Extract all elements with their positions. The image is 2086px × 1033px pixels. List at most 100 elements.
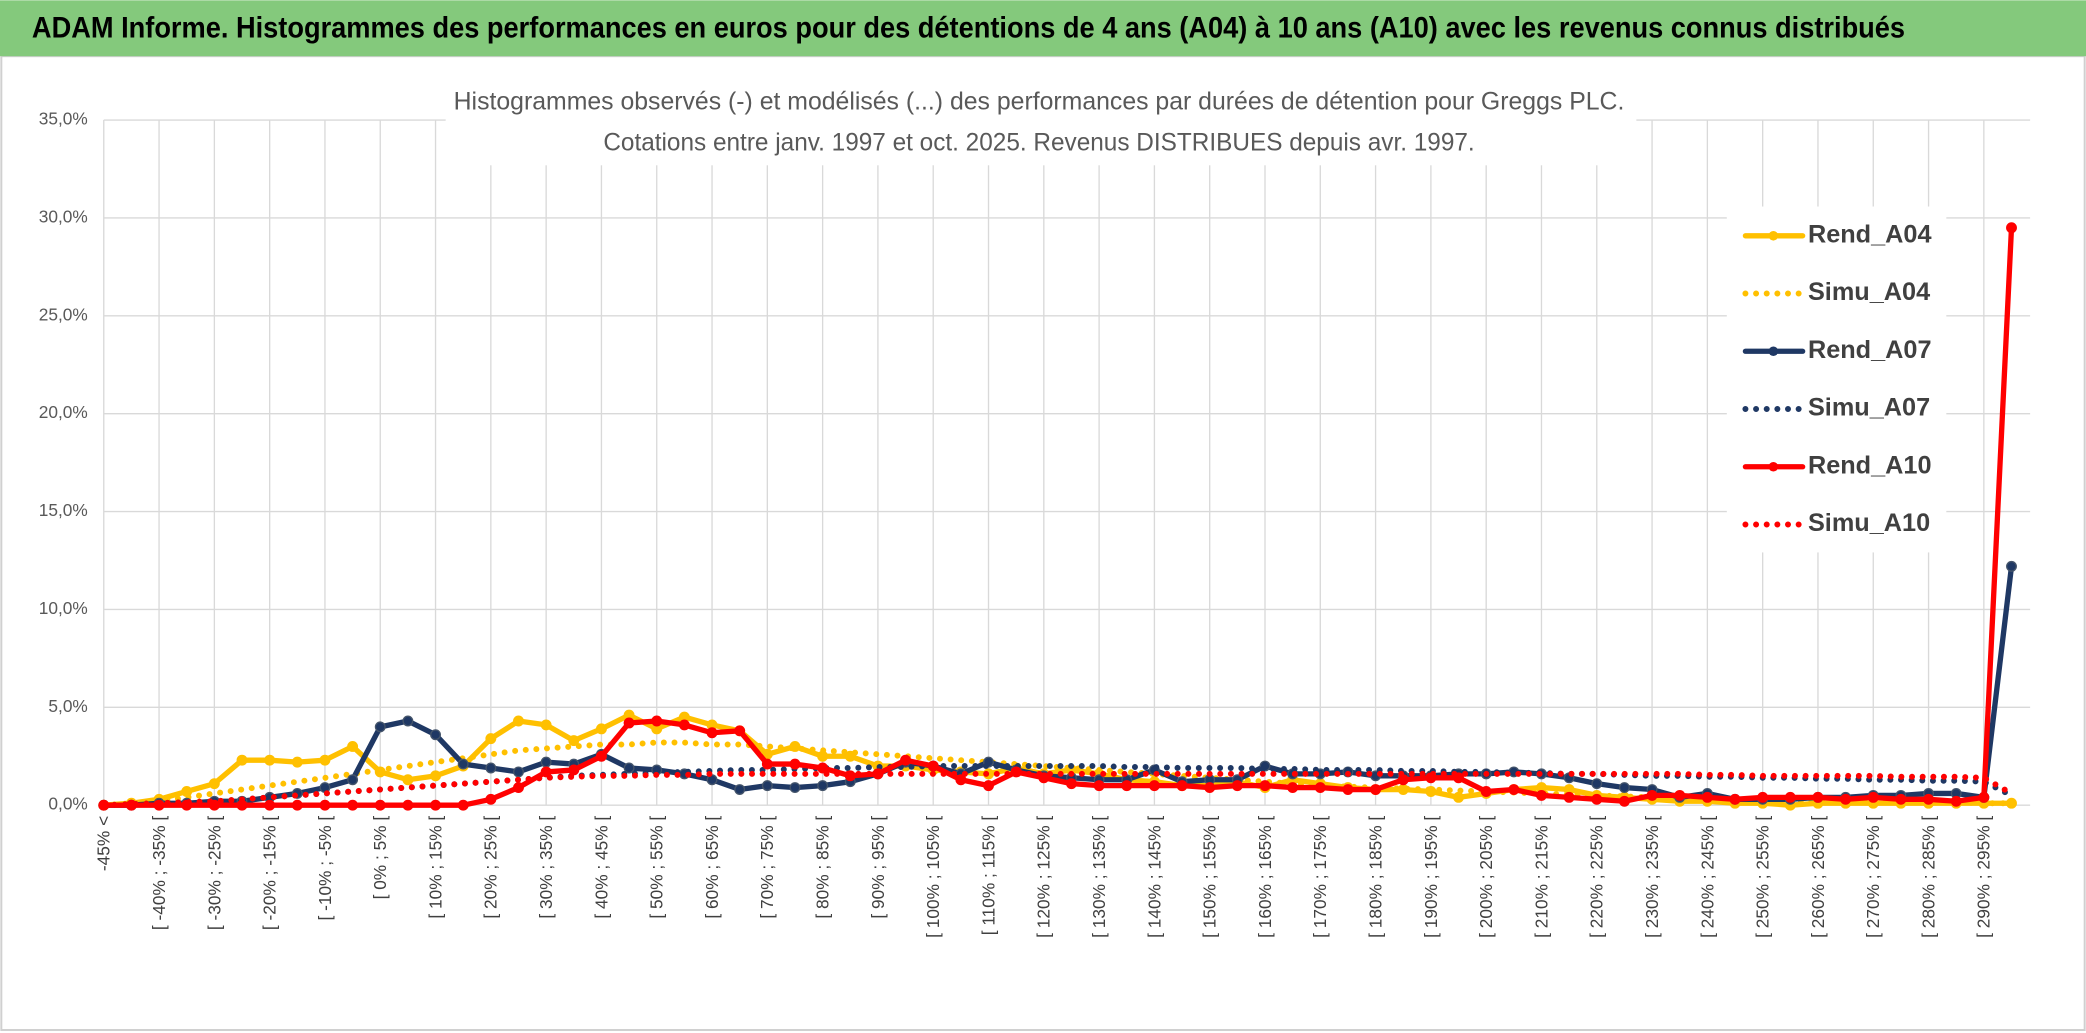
y-tick-label: 0,0% bbox=[48, 794, 87, 814]
data-point bbox=[595, 723, 607, 735]
data-point bbox=[1618, 782, 1630, 794]
data-point bbox=[291, 799, 303, 811]
y-tick-label: 5,0% bbox=[48, 696, 87, 716]
x-tick-label: [ 0% ; 5% [ bbox=[370, 816, 390, 900]
data-point bbox=[430, 729, 442, 741]
data-point bbox=[402, 715, 414, 727]
x-tick-label: [ -10% ; -5% [ bbox=[315, 816, 335, 921]
x-tick-label: [ 290% ; 295% [ bbox=[1974, 816, 1994, 938]
data-point bbox=[1453, 791, 1464, 803]
y-tick-label: 35,0% bbox=[39, 109, 88, 129]
data-point bbox=[734, 725, 746, 737]
data-point bbox=[513, 782, 524, 794]
x-tick-label: [ 270% ; 275% [ bbox=[1863, 816, 1883, 938]
data-point bbox=[457, 758, 469, 770]
data-point bbox=[540, 719, 552, 731]
data-point bbox=[1950, 795, 1962, 807]
data-point bbox=[2006, 797, 2017, 809]
y-tick-label: 20,0% bbox=[39, 402, 88, 422]
data-point bbox=[1370, 784, 1382, 795]
x-tick-label: [ 280% ; 285% [ bbox=[1918, 816, 1938, 938]
data-point bbox=[789, 782, 801, 794]
data-point bbox=[651, 715, 663, 727]
data-point bbox=[485, 733, 497, 745]
data-point bbox=[955, 774, 967, 786]
x-tick-label: [ 200% ; 205% [ bbox=[1476, 816, 1496, 938]
data-point bbox=[430, 770, 442, 782]
x-tick-label: [ 70% ; 75% [ bbox=[757, 816, 777, 919]
data-point bbox=[1287, 782, 1299, 794]
x-tick-label: [ 190% ; 195% [ bbox=[1421, 816, 1441, 938]
data-point bbox=[485, 793, 497, 805]
data-point bbox=[1093, 780, 1105, 792]
data-point bbox=[568, 735, 580, 747]
data-point bbox=[236, 754, 248, 766]
data-point bbox=[1342, 784, 1354, 795]
data-point bbox=[347, 741, 359, 752]
legend-label: Rend_A07 bbox=[1808, 336, 1932, 364]
data-point bbox=[623, 717, 635, 729]
data-point bbox=[1618, 795, 1630, 807]
legend-label: Rend_A04 bbox=[1808, 220, 1932, 248]
x-tick-label: [ 30% ; 35% [ bbox=[536, 816, 556, 919]
data-point bbox=[1148, 780, 1160, 792]
grid: -45% < [ -40% ; -35% [[ -30% ; -25% [[ -2… bbox=[39, 109, 2031, 938]
x-tick-label: [ -30% ; -25% [ bbox=[204, 816, 224, 930]
data-point bbox=[817, 762, 829, 774]
header-title: ADAM Informe. Histogrammes des performan… bbox=[32, 12, 1905, 44]
x-tick-label: [ -20% ; -15% [ bbox=[260, 816, 280, 930]
data-point bbox=[485, 762, 497, 774]
legend-background bbox=[1726, 206, 1947, 553]
x-tick-label: [ 220% ; 225% [ bbox=[1587, 816, 1607, 938]
data-point bbox=[1867, 791, 1879, 803]
data-point bbox=[1066, 778, 1077, 790]
x-tick-label: [ 90% ; 95% [ bbox=[868, 816, 888, 919]
x-tick-label: [ 120% ; 125% [ bbox=[1034, 816, 1054, 938]
x-tick-label: [ 210% ; 215% [ bbox=[1531, 816, 1551, 938]
data-point bbox=[761, 758, 773, 770]
x-tick-label: [ 170% ; 175% [ bbox=[1310, 816, 1330, 938]
data-point bbox=[1784, 791, 1796, 803]
legend-label: Simu_A04 bbox=[1808, 278, 1930, 306]
data-point bbox=[1757, 791, 1769, 803]
x-tick-label: [ 150% ; 155% [ bbox=[1200, 816, 1220, 938]
legend-marker bbox=[1768, 231, 1779, 241]
y-tick-label: 15,0% bbox=[39, 500, 88, 520]
data-point bbox=[1591, 793, 1603, 805]
data-point bbox=[1978, 791, 1990, 803]
x-tick-label: [ 110% ; 115% [ bbox=[978, 816, 998, 936]
legend-label: Simu_A10 bbox=[1808, 509, 1930, 537]
y-tick-label: 30,0% bbox=[39, 206, 88, 226]
chart-subtitle: Cotations entre janv. 1997 et oct. 2025.… bbox=[603, 129, 1474, 157]
data-point bbox=[319, 799, 331, 811]
data-point bbox=[513, 715, 524, 727]
data-point bbox=[595, 750, 607, 762]
data-point bbox=[623, 762, 635, 774]
data-point bbox=[789, 758, 801, 770]
x-tick-label: [ 230% ; 235% [ bbox=[1642, 816, 1662, 938]
data-point bbox=[1176, 780, 1188, 792]
data-point bbox=[1563, 791, 1575, 803]
data-point bbox=[817, 780, 829, 792]
series-line bbox=[100, 770, 2015, 809]
x-tick-label: [ 130% ; 135% [ bbox=[1089, 816, 1109, 938]
data-point bbox=[347, 799, 359, 811]
data-point bbox=[1259, 780, 1271, 792]
data-point bbox=[430, 799, 442, 811]
x-tick-label: [ 20% ; 25% [ bbox=[481, 816, 501, 919]
data-point bbox=[291, 756, 303, 768]
data-point bbox=[457, 799, 469, 811]
legend-label: Rend_A10 bbox=[1808, 451, 1932, 479]
data-point bbox=[1729, 793, 1741, 805]
data-point bbox=[1646, 789, 1658, 801]
data-point bbox=[1701, 791, 1713, 803]
data-point bbox=[2006, 222, 2017, 234]
data-point bbox=[1508, 784, 1520, 795]
legend: Rend_A04 Simu_A04 Rend_A07 Simu_A07 Rend_A10… bbox=[1742, 220, 1932, 537]
y-tick-label: 10,0% bbox=[39, 598, 88, 618]
x-tick-label: [ 10% ; 15% [ bbox=[425, 816, 445, 919]
data-point bbox=[706, 727, 718, 739]
data-point bbox=[347, 774, 359, 786]
x-tick-label: [ 250% ; 255% [ bbox=[1753, 816, 1773, 938]
